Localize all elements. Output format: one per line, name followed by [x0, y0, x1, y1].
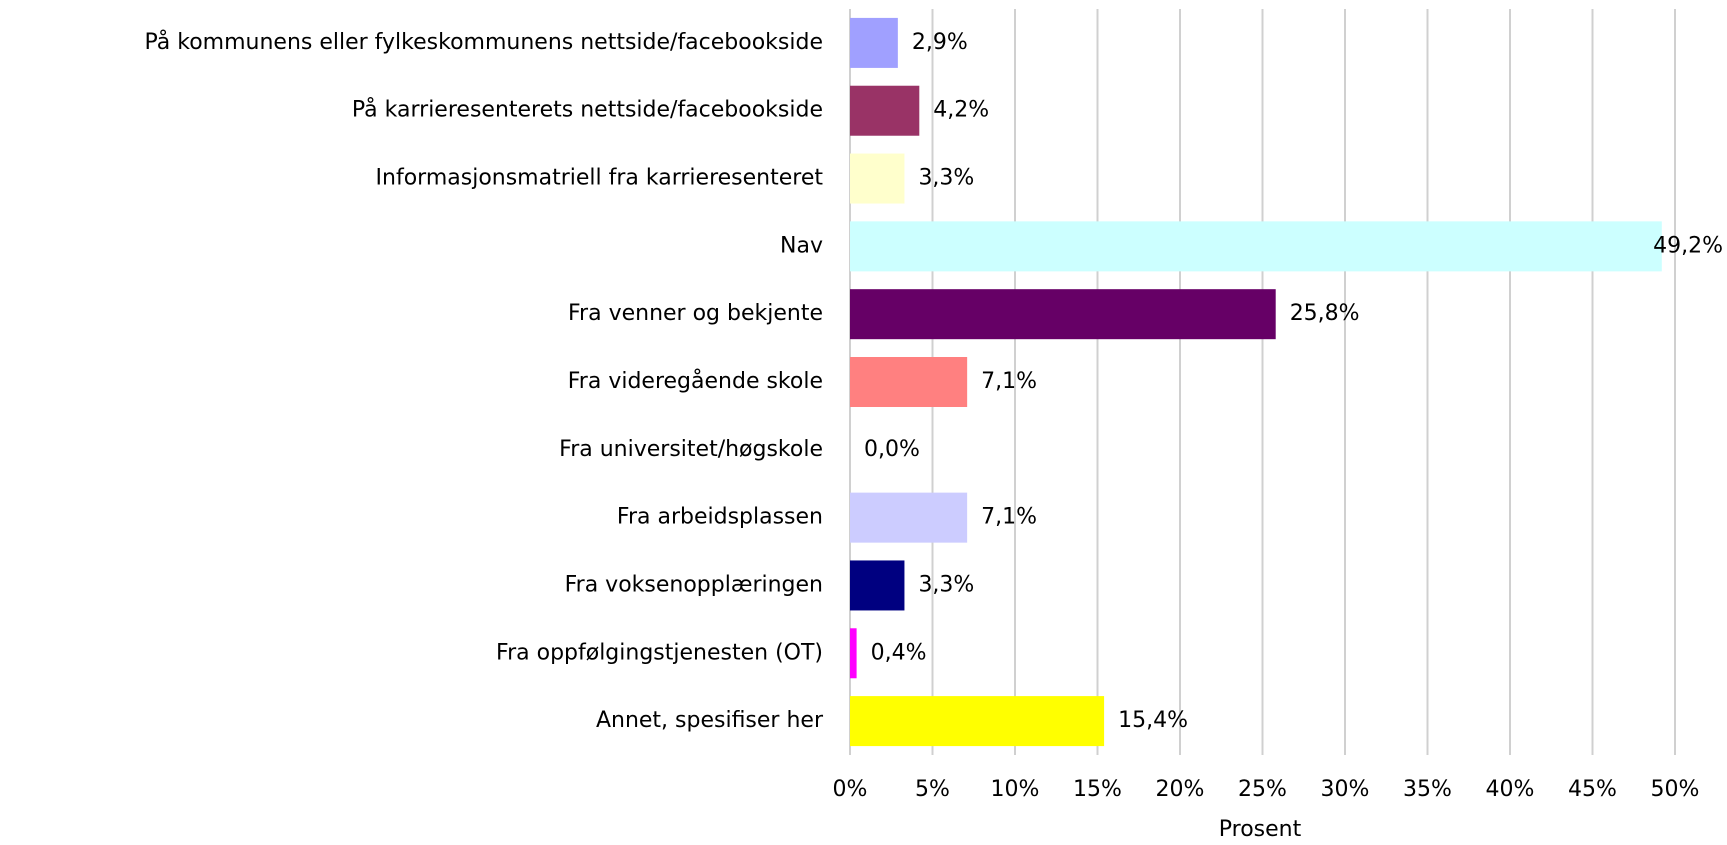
x-tick-label: 40% [1486, 777, 1535, 802]
data-label: 15,4% [1118, 708, 1188, 733]
bar [850, 289, 1276, 340]
bar [850, 153, 905, 204]
data-label: 7,1% [981, 369, 1037, 394]
y-tick-label: Fra arbeidsplassen [617, 505, 823, 530]
data-label: 2,9% [912, 30, 968, 55]
x-tick-label: 50% [1651, 777, 1700, 802]
data-label: 0,4% [871, 640, 927, 665]
x-tick-label: 35% [1403, 777, 1452, 802]
bar [850, 696, 1105, 747]
data-label: 49,2% [1653, 233, 1723, 258]
x-axis-label: Prosent [1219, 817, 1302, 842]
y-tick-label: Fra universitet/høgskole [559, 437, 823, 462]
y-tick-label: Informasjonsmatriell fra karrieresentere… [376, 166, 824, 191]
bar [850, 560, 905, 611]
x-tick-label: 5% [915, 777, 950, 802]
y-tick-label: Fra voksenopplæringen [565, 572, 823, 597]
y-tick-label: Nav [780, 233, 823, 258]
bar [850, 221, 1662, 272]
bar [850, 85, 920, 136]
y-tick-label: På kommunens eller fylkeskommunens netts… [145, 29, 824, 55]
data-label: 3,3% [918, 572, 974, 597]
y-tick-label: Fra venner og bekjente [568, 301, 823, 326]
data-label: 4,2% [933, 98, 989, 123]
x-tick-label: 20% [1156, 777, 1205, 802]
x-tick-label: 0% [833, 777, 868, 802]
data-label: 0,0% [864, 437, 920, 462]
x-tick-label: 30% [1321, 777, 1370, 802]
x-tick-label: 10% [991, 777, 1040, 802]
y-tick-label: På karrieresenterets nettside/facebooksi… [352, 97, 823, 123]
bar [850, 628, 857, 679]
bar [850, 357, 968, 407]
data-label: 7,1% [981, 505, 1037, 530]
x-tick-label: 15% [1073, 777, 1122, 802]
data-label: 3,3% [918, 166, 974, 191]
y-tick-label: Fra oppfølgingstjenesten (OT) [496, 640, 823, 665]
data-label: 25,8% [1290, 301, 1360, 326]
y-tick-label: Annet, spesifiser her [596, 708, 824, 733]
x-tick-label: 45% [1568, 777, 1617, 802]
y-tick-label: Fra videregående skole [568, 368, 823, 394]
bar [850, 492, 968, 543]
x-tick-label: 25% [1238, 777, 1287, 802]
bar [850, 17, 898, 68]
